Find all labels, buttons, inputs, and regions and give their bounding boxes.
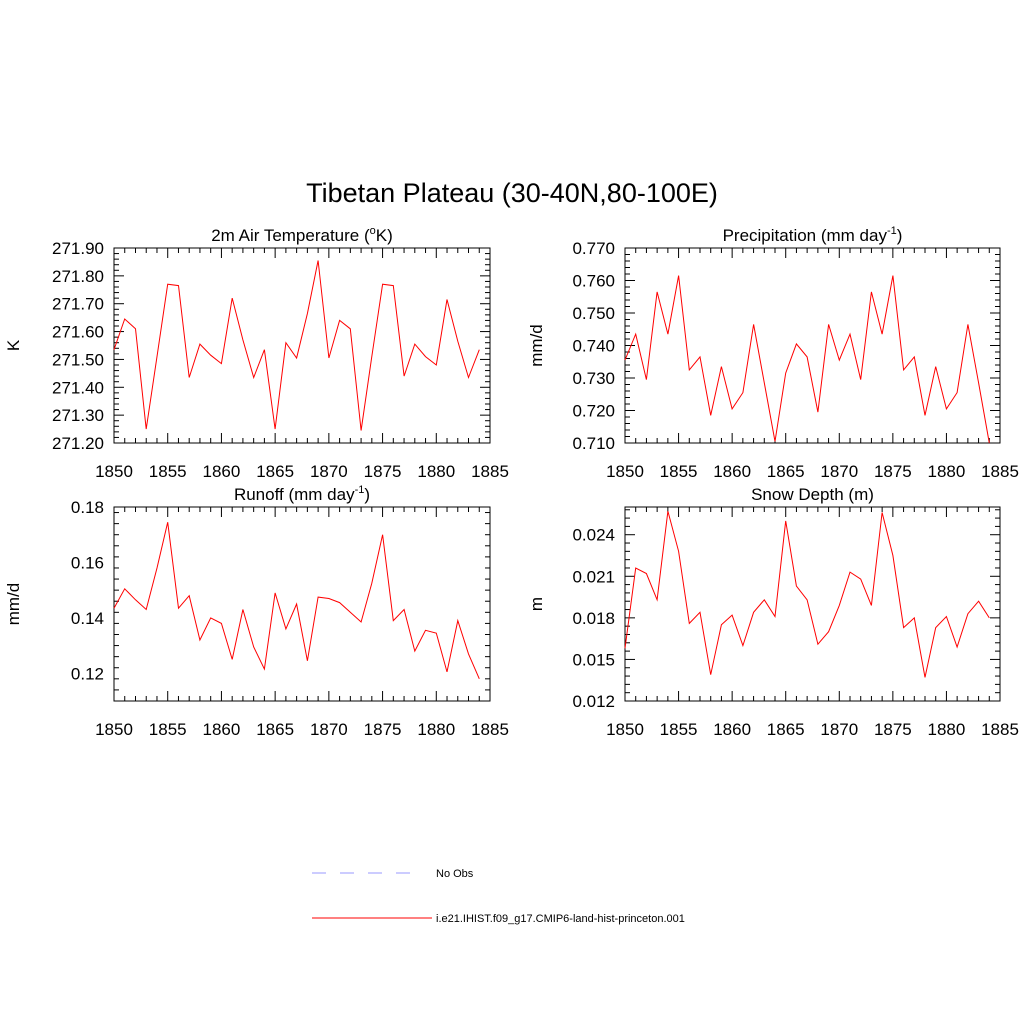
panel-snow-depth: 1850 1855 1860 1865 1870 1875 1880 1885 0.012 0.0…	[527, 485, 1019, 739]
snow-depth-xtick-label: 1855	[660, 720, 698, 739]
air-temperature-xtick-label: 1860	[203, 462, 241, 481]
air-temperature-xtick-label: 1850	[95, 462, 133, 481]
runoff-ytick-label: 0.16	[71, 553, 104, 572]
air-temperature-ytick-label: 271.70	[52, 295, 104, 314]
runoff-xtick-label: 1865	[256, 720, 294, 739]
air-temperature-xtick-label: 1855	[149, 462, 187, 481]
precipitation-xtick-label: 1850	[606, 462, 644, 481]
panel-air-temperature: 1850 1855 1860 1865 1870 1875 1880 1885 271.20 27…	[4, 225, 509, 481]
runoff-series-line	[113, 522, 480, 679]
air-temperature-ytick-label: 271.40	[52, 378, 104, 397]
runoff-ytick-label: 0.14	[71, 609, 104, 628]
snow-depth-ytick-label: 0.018	[572, 609, 615, 628]
precipitation-ytick-label: 0.760	[572, 272, 615, 291]
air-temperature-xtick-label: 1880	[417, 462, 455, 481]
precipitation-title: Precipitation (mm day-1)	[723, 225, 903, 245]
precipitation-ytick-label: 0.740	[572, 337, 615, 356]
snow-depth-plot-frame	[624, 506, 1001, 702]
snow-depth-xtick-label: 1870	[820, 720, 858, 739]
precipitation-plot-frame	[624, 247, 1001, 444]
panel-precipitation: 1850 1855 1860 1865 1870 1875 1880 1885 0.710 0.7…	[527, 225, 1019, 481]
snow-depth-title: Snow Depth (m)	[751, 485, 874, 504]
legend: No Obs i.e21.IHIST.f09_g17.CMIP6-land-hi…	[312, 868, 685, 925]
air-temperature-ytick-label: 271.80	[52, 267, 104, 286]
runoff-ylabel: mm/d	[4, 583, 23, 626]
air-temperature-series-line	[113, 260, 480, 431]
snow-depth-xtick-label: 1885	[981, 720, 1019, 739]
runoff-xtick-label: 1855	[149, 720, 187, 739]
runoff-title: Runoff (mm day-1)	[234, 484, 370, 504]
precipitation-xtick-label: 1880	[928, 462, 966, 481]
runoff-plot-frame	[113, 506, 491, 702]
air-temperature-xtick-label: 1875	[364, 462, 402, 481]
precipitation-xtick-label: 1870	[820, 462, 858, 481]
precipitation-ylabel: mm/d	[527, 324, 546, 367]
legend-obs-label: No Obs	[436, 868, 474, 880]
air-temperature-ytick-label: 271.30	[52, 406, 104, 425]
precipitation-series-line	[624, 275, 990, 444]
precipitation-ytick-label: 0.730	[572, 369, 615, 388]
air-temperature-ylabel: K	[4, 339, 23, 351]
air-temperature-ytick-label: 271.50	[52, 350, 104, 369]
snow-depth-ytick-label: 0.012	[572, 692, 615, 711]
precipitation-ytick-label: 0.720	[572, 402, 615, 421]
runoff-xtick-label: 1870	[310, 720, 348, 739]
panel-runoff: 1850 1855 1860 1865 1870 1875 1880 1885 0.12 0.14…	[4, 484, 509, 739]
runoff-xtick-label: 1880	[417, 720, 455, 739]
snow-depth-xtick-label: 1875	[874, 720, 912, 739]
precipitation-xtick-label: 1855	[660, 462, 698, 481]
air-temperature-ytick-label: 271.20	[52, 434, 104, 453]
runoff-xtick-label: 1885	[471, 720, 509, 739]
main-title: Tibetan Plateau (30-40N,80-100E)	[306, 178, 718, 208]
air-temperature-xtick-label: 1885	[471, 462, 509, 481]
snow-depth-xtick-label: 1850	[606, 720, 644, 739]
runoff-xtick-label: 1850	[95, 720, 133, 739]
air-temperature-xtick-label: 1865	[256, 462, 294, 481]
snow-depth-xtick-label: 1865	[767, 720, 805, 739]
precipitation-xtick-label: 1875	[874, 462, 912, 481]
air-temperature-ytick-label: 271.90	[52, 239, 104, 258]
snow-depth-ytick-label: 0.021	[572, 567, 615, 586]
legend-model-label: i.e21.IHIST.f09_g17.CMIP6-land-hist-prin…	[436, 913, 685, 925]
snow-depth-xtick-label: 1880	[928, 720, 966, 739]
snow-depth-ylabel: m	[527, 597, 546, 611]
precipitation-xtick-label: 1885	[981, 462, 1019, 481]
air-temperature-ytick-label: 271.60	[52, 323, 104, 342]
snow-depth-series-line	[624, 511, 990, 678]
snow-depth-xtick-label: 1860	[713, 720, 751, 739]
runoff-xtick-label: 1860	[203, 720, 241, 739]
air-temperature-xtick-label: 1870	[310, 462, 348, 481]
air-temperature-plot-frame	[113, 247, 491, 444]
air-temperature-title: 2m Air Temperature (oK)	[211, 225, 393, 245]
precipitation-ytick-label: 0.770	[572, 239, 615, 258]
precipitation-xtick-label: 1860	[713, 462, 751, 481]
runoff-ytick-label: 0.18	[71, 498, 104, 517]
precipitation-ytick-label: 0.750	[572, 304, 615, 323]
runoff-xtick-label: 1875	[364, 720, 402, 739]
runoff-ytick-label: 0.12	[71, 664, 104, 683]
snow-depth-ytick-label: 0.024	[572, 526, 615, 545]
precipitation-xtick-label: 1865	[767, 462, 805, 481]
precipitation-ytick-label: 0.710	[572, 434, 615, 453]
snow-depth-ytick-label: 0.015	[572, 650, 615, 669]
